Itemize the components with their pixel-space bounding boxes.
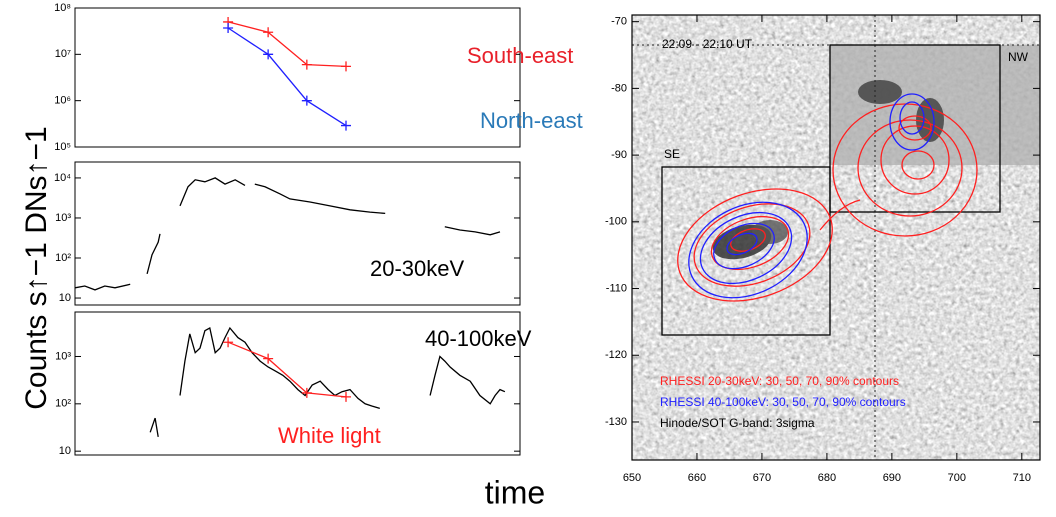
annotation: NW: [1008, 50, 1029, 64]
y-tick-label: 10⁴: [54, 172, 71, 184]
panel-frame: [631, 14, 1041, 461]
red-contours: [677, 103, 978, 302]
x-tick-label: 650: [623, 472, 641, 484]
panel-frame: [74, 161, 521, 306]
y-tick-label: 10: [59, 292, 71, 304]
annotation: SE: [664, 147, 680, 161]
plus-marker: [341, 391, 352, 402]
x-tick-label: 710: [1013, 472, 1031, 484]
y-tick-label: 10⁷: [55, 48, 71, 60]
series-line: [149, 326, 506, 438]
se-box: [661, 166, 831, 336]
panel-frame: [74, 7, 521, 148]
x-tick-label: 670: [753, 472, 771, 484]
y-tick-label: 10⁶: [54, 95, 71, 107]
solar-image: [632, 15, 1040, 460]
series-line: [227, 21, 347, 68]
x-tick-label: 660: [688, 472, 706, 484]
y-tick-label: -120: [605, 349, 627, 361]
sunspot: [916, 98, 944, 142]
annotation: Hinode/SOT G-band: 3sigma: [660, 416, 815, 430]
sunspot: [858, 80, 902, 104]
annotation: 22:09 - 22:10 UT: [662, 37, 753, 51]
series-label: South-east: [467, 43, 573, 68]
y-tick-label: 10³: [55, 350, 71, 362]
y-tick-label: -80: [611, 82, 627, 94]
panel-label: 20-30keV: [370, 256, 465, 281]
plus-marker: [223, 337, 234, 348]
sunspot: [752, 220, 788, 244]
plus-marker: [341, 61, 352, 72]
nw-box: [829, 44, 1001, 213]
series-line: [74, 177, 501, 291]
series-line: [227, 27, 347, 127]
y-tick-label: -130: [605, 416, 627, 428]
panel-frame: [74, 311, 521, 456]
series-line: [227, 341, 347, 398]
y-tick-label: -70: [611, 16, 627, 28]
y-tick-label: 10²: [55, 252, 71, 264]
y-tick-label: 10⁵: [54, 141, 71, 153]
y-tick-label: 10⁸: [54, 2, 71, 14]
y-tick-label: -110: [606, 282, 627, 294]
plus-marker: [223, 23, 234, 34]
annotation: RHESSI 40-100keV: 30, 50, 70, 90% contou…: [660, 395, 906, 409]
plus-marker: [341, 120, 352, 131]
plus-marker: [263, 49, 274, 60]
y-tick-label: -100: [605, 216, 627, 228]
series-label: White light: [278, 423, 381, 448]
x-tick-label: 690: [883, 472, 901, 484]
plus-marker: [301, 95, 312, 106]
y-tick-label: 10²: [55, 398, 71, 410]
x-tick-label: 700: [948, 472, 966, 484]
x-axis-label: time: [485, 474, 545, 510]
x-tick-label: 680: [818, 472, 836, 484]
annotation: RHESSI 20-30keV: 30, 50, 70, 90% contour…: [660, 374, 899, 388]
plus-marker: [301, 59, 312, 70]
series-label: North-east: [480, 108, 583, 133]
plus-marker: [263, 353, 274, 364]
plus-marker: [263, 27, 274, 38]
y-axis-label: Counts s↑−1 DNs↑−1: [20, 126, 53, 409]
y-tick-label: 10³: [55, 212, 71, 224]
blue-contours: [688, 93, 935, 299]
y-tick-label: -90: [611, 149, 627, 161]
plus-marker: [301, 387, 312, 398]
panel-label: 40-100keV: [425, 326, 532, 351]
y-tick-label: 10: [59, 445, 71, 457]
